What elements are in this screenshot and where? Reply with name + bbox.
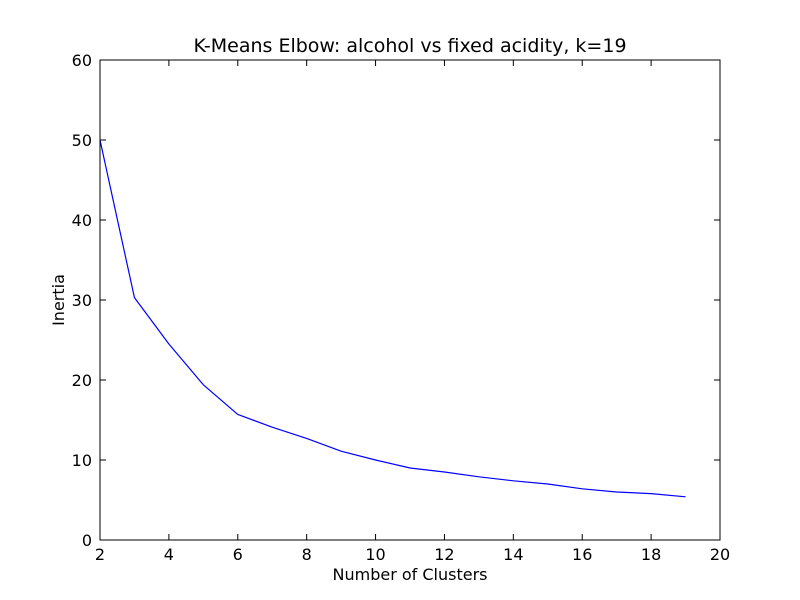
series-line-0 (99, 139, 686, 498)
y-axis-label: Inertia (49, 274, 68, 326)
y-tick-label: 40 (72, 211, 92, 230)
y-tick-label: 50 (72, 131, 92, 150)
y-tick-label: 60 (72, 51, 92, 70)
x-axis-label: Number of Clusters (333, 565, 488, 584)
x-tick-label: 12 (434, 545, 454, 564)
x-tick-label: 16 (572, 545, 592, 564)
plot-area (100, 60, 720, 540)
x-tick-label: 8 (302, 545, 312, 564)
x-tick-label: 6 (233, 545, 243, 564)
plot-frame (99, 59, 721, 541)
y-tick-label: 20 (72, 371, 92, 390)
x-tick-label: 20 (710, 545, 730, 564)
chart-title: K-Means Elbow: alcohol vs fixed acidity,… (193, 35, 626, 57)
series-layer (99, 139, 686, 498)
x-tick-label: 14 (503, 545, 523, 564)
x-tick-label: 2 (95, 545, 105, 564)
x-tick-label: 18 (641, 545, 661, 564)
y-tick-label: 10 (72, 451, 92, 470)
ticks-layer: 2 4 6 8 10 12 14 16 18 20 0 10 20 30 40 50 60 (72, 51, 731, 564)
x-tick-label: 4 (164, 545, 174, 564)
y-tick-label: 0 (82, 531, 92, 550)
y-tick-label: 30 (72, 291, 92, 310)
x-tick-label: 10 (365, 545, 385, 564)
